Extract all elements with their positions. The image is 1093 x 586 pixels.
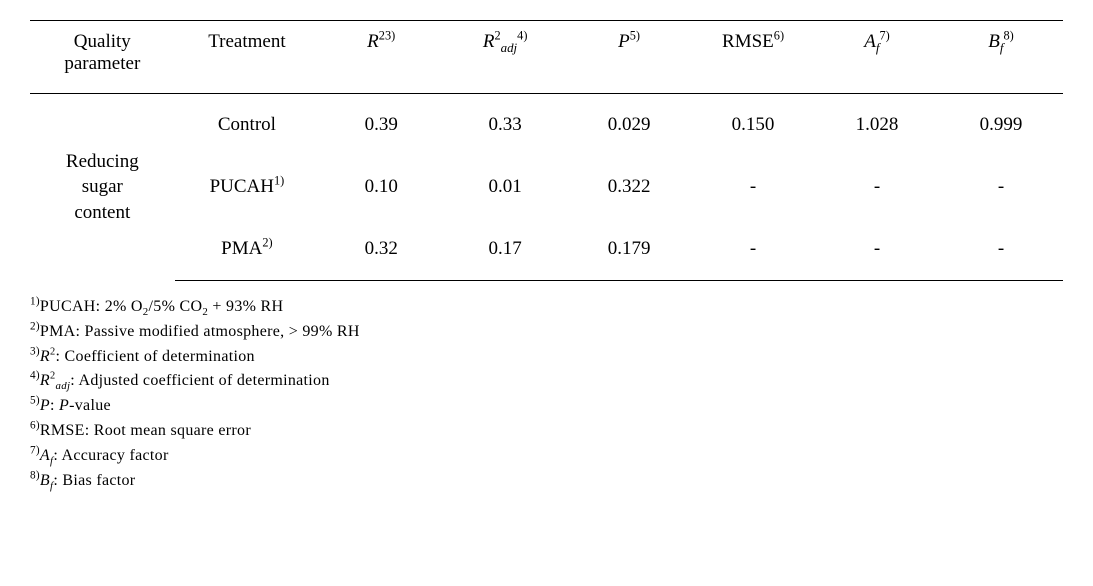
bf-cell: - xyxy=(939,156,1063,218)
p-cell: 0.179 xyxy=(567,218,691,281)
footnotes: 1)PUCAH: 2% O2/5% CO2 + 93% RH 2)PMA: Pa… xyxy=(30,295,1063,493)
r2-sup: 23) xyxy=(379,29,395,43)
footnote-7: 7)Af: Accuracy factor xyxy=(30,444,1063,469)
fn5-sym2: P xyxy=(59,397,69,414)
r2adj-base: R xyxy=(483,31,495,52)
treatment-cell: Control xyxy=(175,94,320,157)
af-cell: - xyxy=(815,218,939,281)
table-header-row: Quality parameter Treatment R23) R2adj4)… xyxy=(30,21,1063,94)
treatment-pre: PUCAH xyxy=(210,176,274,197)
fn1-sup: 1) xyxy=(30,296,40,308)
fn3-sup: 3) xyxy=(30,345,40,357)
fn7-rest: : Accuracy factor xyxy=(53,447,168,464)
fn4-rest: : Adjusted coefficient of determination xyxy=(70,372,329,389)
fn8-sym: B xyxy=(40,472,50,489)
bf-sup: 8) xyxy=(1003,29,1013,43)
fn1-mid: /5% CO xyxy=(149,298,203,315)
fn6-text: RMSE: Root mean square error xyxy=(40,422,251,439)
fn6-sup: 6) xyxy=(30,420,40,432)
r2adj-cell: 0.17 xyxy=(443,218,567,281)
fn1-pre: PUCAH: 2% O xyxy=(40,298,143,315)
treatment-sup: 1) xyxy=(274,174,284,188)
fn8-rest: : Bias factor xyxy=(53,472,135,489)
col-p: P5) xyxy=(567,21,691,94)
bf-base: B xyxy=(988,31,1000,52)
footnote-5: 5)P: P-value xyxy=(30,394,1063,419)
fn7-sup: 7) xyxy=(30,444,40,456)
p-sup: 5) xyxy=(630,29,640,43)
rmse-base: RMSE xyxy=(722,31,774,52)
fn4-symsub: adj xyxy=(56,381,71,393)
fn3-rest: : Coefficient of determination xyxy=(56,348,255,365)
r2adj-cell: 0.33 xyxy=(443,94,567,157)
qp-l2: sugar xyxy=(82,176,123,197)
qp-l1: Reducing xyxy=(66,151,139,172)
p-base: P xyxy=(618,31,630,52)
treatment-pre: PMA xyxy=(221,238,262,259)
rmse-cell: 0.150 xyxy=(691,94,815,157)
stats-table: Quality parameter Treatment R23) R2adj4)… xyxy=(30,20,1063,281)
fn8-sup: 8) xyxy=(30,469,40,481)
fn4-sym: R xyxy=(40,372,50,389)
fn1-post: + 93% RH xyxy=(208,298,283,315)
col-r2adj: R2adj4) xyxy=(443,21,567,94)
footnote-4: 4)R2adj: Adjusted coefficient of determi… xyxy=(30,369,1063,394)
col-af: Af7) xyxy=(815,21,939,94)
r2-cell: 0.32 xyxy=(319,218,443,281)
af-cell: - xyxy=(815,156,939,218)
r2-cell: 0.10 xyxy=(319,156,443,218)
af-cell: 1.028 xyxy=(815,94,939,157)
fn7-sym: A xyxy=(40,447,50,464)
hdr-qp-l1: Quality xyxy=(74,31,131,52)
p-cell: 0.029 xyxy=(567,94,691,157)
col-bf: Bf8) xyxy=(939,21,1063,94)
col-treatment: Treatment xyxy=(175,21,320,94)
col-r2: R23) xyxy=(319,21,443,94)
hdr-qp-l2: parameter xyxy=(64,53,140,74)
qp-l3: content xyxy=(74,202,130,223)
fn2-text: PMA: Passive modified atmosphere, > 99% … xyxy=(40,323,360,340)
rmse-cell: - xyxy=(691,218,815,281)
footnote-3: 3)R2: Coefficient of determination xyxy=(30,345,1063,370)
bf-cell: - xyxy=(939,218,1063,281)
fn2-sup: 2) xyxy=(30,320,40,332)
table-row: PMA2) 0.32 0.17 0.179 - - - xyxy=(30,218,1063,281)
footnote-1: 1)PUCAH: 2% O2/5% CO2 + 93% RH xyxy=(30,295,1063,320)
fn5-rest2: -value xyxy=(69,397,111,414)
af-sup: 7) xyxy=(879,29,889,43)
footnote-8: 8)Bf: Bias factor xyxy=(30,469,1063,494)
table-row: PUCAH1) 0.10 0.01 0.322 - - - xyxy=(30,156,1063,218)
col-rmse: RMSE6) xyxy=(691,21,815,94)
footnote-2: 2)PMA: Passive modified atmosphere, > 99… xyxy=(30,320,1063,345)
r2adj-sub: adj xyxy=(501,40,518,55)
footnote-6: 6)RMSE: Root mean square error xyxy=(30,419,1063,444)
fn5-sup: 5) xyxy=(30,395,40,407)
treatment-pre: Control xyxy=(218,114,276,135)
fn5-sym: P xyxy=(40,397,50,414)
table-row: Reducing sugar content Control 0.39 0.33… xyxy=(30,94,1063,157)
treatment-cell: PUCAH1) xyxy=(175,156,320,218)
fn4-sup: 4) xyxy=(30,370,40,382)
quality-parameter-cell: Reducing sugar content xyxy=(30,94,175,281)
r2-cell: 0.39 xyxy=(319,94,443,157)
treatment-cell: PMA2) xyxy=(175,218,320,281)
r2adj-sup2: 4) xyxy=(517,29,527,43)
af-base: A xyxy=(864,31,876,52)
rmse-sup: 6) xyxy=(774,29,784,43)
r2-base: R xyxy=(367,31,379,52)
p-cell: 0.322 xyxy=(567,156,691,218)
fn5-rest1: : xyxy=(50,397,59,414)
fn3-sym: R xyxy=(40,348,50,365)
r2adj-cell: 0.01 xyxy=(443,156,567,218)
col-quality-parameter: Quality parameter xyxy=(30,21,175,94)
treatment-sup: 2) xyxy=(262,236,272,250)
rmse-cell: - xyxy=(691,156,815,218)
bf-cell: 0.999 xyxy=(939,94,1063,157)
